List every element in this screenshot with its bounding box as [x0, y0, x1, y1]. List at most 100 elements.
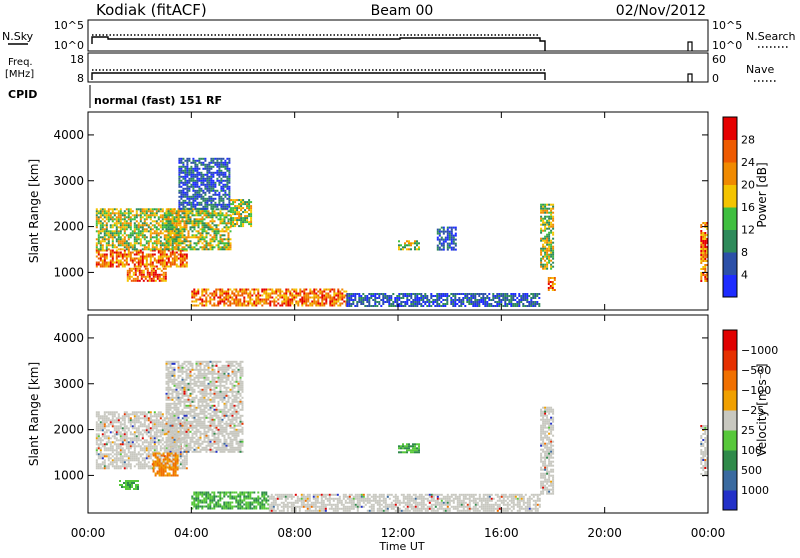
- echo-cell: [255, 299, 257, 301]
- echo-cell: [110, 232, 112, 234]
- echo-cell: [116, 453, 118, 455]
- echo-cell: [265, 297, 267, 299]
- echo-cell: [196, 210, 198, 212]
- echo-cell: [110, 453, 112, 455]
- echo-cell: [108, 419, 110, 421]
- echo-cell: [436, 305, 438, 307]
- echo-cell: [534, 295, 536, 297]
- echo-cell: [116, 467, 118, 469]
- echo-cell: [205, 299, 207, 301]
- echo-cell: [174, 260, 176, 262]
- echo-cell: [250, 223, 252, 225]
- echo-cell: [176, 240, 178, 242]
- echo-cell: [242, 217, 244, 219]
- echo-cell: [192, 186, 194, 188]
- echo-cell: [210, 248, 212, 250]
- echo-cell: [204, 248, 206, 250]
- echo-cell: [192, 204, 194, 206]
- echo-cell: [110, 208, 112, 210]
- echo-cell: [232, 213, 234, 215]
- echo-cell: [188, 437, 190, 439]
- echo-cell: [220, 210, 222, 212]
- echo-cell: [130, 244, 132, 246]
- echo-cell: [510, 305, 512, 307]
- echo-cell: [540, 258, 542, 260]
- echo-cell: [333, 303, 335, 305]
- echo-cell: [126, 437, 128, 439]
- echo-cell: [552, 216, 554, 218]
- echo-cell: [110, 212, 112, 214]
- echo-cell: [152, 439, 154, 441]
- echo-cell: [150, 240, 152, 242]
- echo-cell: [178, 441, 180, 443]
- echo-cell: [154, 423, 156, 425]
- echo-cell: [241, 289, 243, 291]
- echo-cell: [102, 228, 104, 230]
- echo-cell: [174, 252, 176, 254]
- echo-cell: [182, 216, 184, 218]
- echo-cell: [246, 221, 248, 223]
- echo-cell: [170, 222, 172, 224]
- echo-cell: [180, 375, 182, 377]
- echo-cell: [146, 212, 148, 214]
- echo-cell: [96, 411, 98, 413]
- echo-cell: [220, 240, 222, 242]
- echo-cell: [518, 293, 520, 295]
- echo-cell: [122, 256, 124, 258]
- echo-cell: [158, 413, 160, 415]
- echo-cell: [242, 223, 244, 225]
- echo-cell: [186, 395, 188, 397]
- echo-cell: [152, 427, 154, 429]
- echo-cell: [550, 264, 552, 266]
- echo-cell: [178, 363, 180, 365]
- echo-cell: [96, 266, 98, 268]
- echo-cell: [228, 180, 230, 182]
- echo-cell: [126, 467, 128, 469]
- echo-cell: [156, 214, 158, 216]
- echo-cell: [148, 443, 150, 445]
- echo-cell: [184, 178, 186, 180]
- echo-cell: [192, 172, 194, 174]
- echo-cell: [203, 301, 205, 303]
- echo-cell: [210, 216, 212, 218]
- echo-cell: [118, 425, 120, 427]
- echo-cell: [182, 373, 184, 375]
- echo-cell: [200, 232, 202, 234]
- echo-cell: [550, 250, 552, 252]
- echo-cell: [494, 301, 496, 303]
- echo-cell: [178, 162, 180, 164]
- echo-cell: [104, 258, 106, 260]
- echo-cell: [128, 417, 130, 419]
- echo-cell: [152, 264, 154, 266]
- echo-cell: [118, 254, 120, 256]
- echo-cell: [100, 216, 102, 218]
- echo-cell: [439, 241, 441, 243]
- echo-cell: [168, 266, 170, 268]
- echo-cell: [418, 242, 420, 244]
- echo-cell: [700, 262, 702, 264]
- echo-cell: [190, 206, 192, 208]
- echo-cell: [490, 305, 492, 307]
- echo-cell: [548, 289, 550, 291]
- echo-cell: [246, 201, 248, 203]
- echo-cell: [287, 305, 289, 307]
- echo-cell: [220, 206, 222, 208]
- echo-cell: [394, 299, 396, 301]
- echo-cell: [122, 266, 124, 268]
- echo-cell: [96, 256, 98, 258]
- echo-cell: [184, 168, 186, 170]
- echo-cell: [178, 431, 180, 433]
- echo-cell: [148, 226, 150, 228]
- echo-cell: [220, 166, 222, 168]
- echo-cell: [174, 407, 176, 409]
- echo-cell: [196, 236, 198, 238]
- echo-cell: [510, 299, 512, 301]
- echo-cell: [550, 210, 552, 212]
- nsky-trace: [92, 37, 545, 51]
- echo-cell: [414, 295, 416, 297]
- echo-cell: [180, 455, 182, 457]
- echo-cell: [704, 250, 706, 252]
- echo-cell: [321, 299, 323, 301]
- echo-cell: [182, 234, 184, 236]
- echo-cell: [140, 240, 142, 242]
